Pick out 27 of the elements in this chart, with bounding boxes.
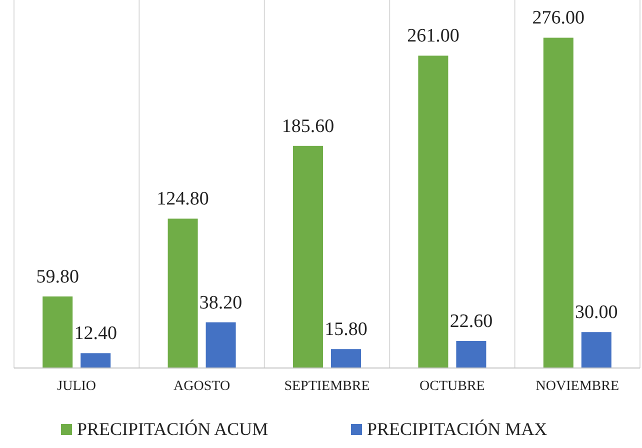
data-label: 185.60 [282, 116, 334, 137]
bar [331, 349, 361, 368]
x-tick-label: SEPTIEMBRE [284, 379, 370, 394]
data-label: 261.00 [407, 26, 460, 47]
bar [206, 322, 236, 368]
x-tick-label: NOVIEMBRE [536, 379, 620, 394]
bar [168, 218, 198, 368]
data-label: 22.60 [450, 310, 493, 332]
bar [543, 38, 574, 368]
bar [456, 340, 486, 368]
data-label: 124.80 [156, 188, 209, 210]
legend-label: PRECIPITACIÓN MAX [367, 419, 548, 439]
bar [418, 56, 448, 368]
bar [42, 296, 73, 368]
x-tick-label: OCTUBRE [420, 379, 485, 394]
data-label: 276.00 [532, 8, 585, 29]
data-label: 12.40 [74, 323, 117, 344]
bar [581, 332, 612, 368]
data-label: 15.80 [324, 319, 368, 340]
data-label: 38.20 [199, 292, 242, 314]
legend-label: PRECIPITACIÓN ACUM [77, 419, 268, 439]
bar [293, 146, 323, 368]
bar [80, 353, 111, 368]
data-label: 59.80 [36, 266, 79, 288]
data-label: 30.00 [575, 302, 618, 324]
x-tick-label: AGOSTO [174, 379, 230, 394]
x-tick-label: JULIO [57, 379, 96, 394]
